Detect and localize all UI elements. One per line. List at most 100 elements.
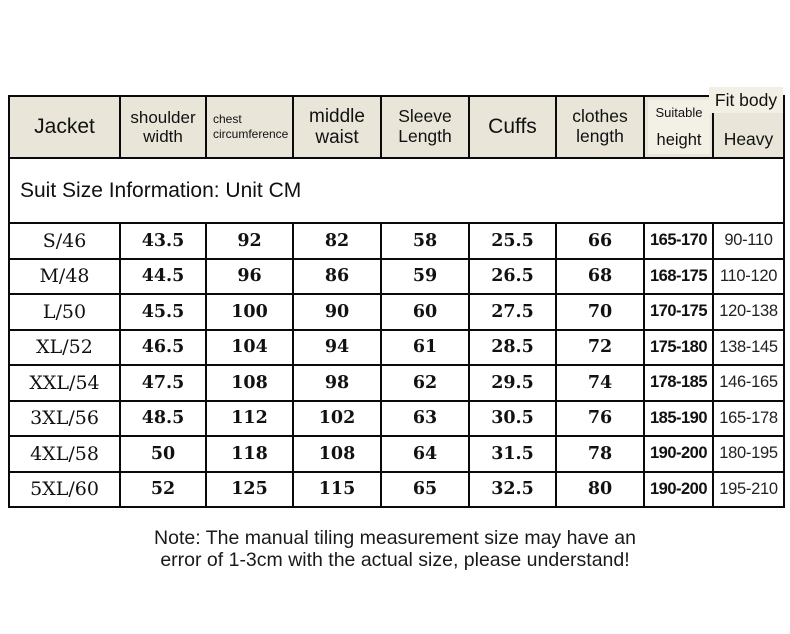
table-row: S/46 43.5 92 82 58 25.5 66 165-170 90-110 xyxy=(8,222,785,260)
value-cell: 44.5 xyxy=(119,257,207,295)
header-sleeve-length: Sleeve Length xyxy=(380,95,470,159)
value-cell: 190-200 xyxy=(643,470,714,508)
value-cell: 175-180 xyxy=(643,328,714,366)
value-cell: 90 xyxy=(292,293,382,331)
value-cell: 170-175 xyxy=(643,293,714,331)
value-cell: 48.5 xyxy=(119,399,207,437)
value-cell: 108 xyxy=(205,364,294,402)
value-cell: 115 xyxy=(292,470,382,508)
value-cell: 112 xyxy=(205,399,294,437)
size-cell: 5XL/60 xyxy=(8,470,121,508)
size-cell: L/50 xyxy=(8,293,121,331)
value-cell: 61 xyxy=(380,328,470,366)
table-row: 5XL/60 52 125 115 65 32.5 80 190-200 195-210 xyxy=(8,470,785,508)
value-cell: 68 xyxy=(555,257,645,295)
table-row: 4XL/58 50 118 108 64 31.5 78 190-200 180-195 xyxy=(8,435,785,473)
suitable-height-label-box: Suitable height xyxy=(648,100,710,154)
value-cell: 180-195 xyxy=(712,435,785,473)
value-cell: 60 xyxy=(380,293,470,331)
size-cell: S/46 xyxy=(8,222,121,260)
table-title-row: Suit Size Information: Unit CM xyxy=(8,157,785,224)
value-cell: 80 xyxy=(555,470,645,508)
size-cell: XXL/54 xyxy=(8,364,121,402)
value-cell: 47.5 xyxy=(119,364,207,402)
value-cell: 65 xyxy=(380,470,470,508)
suitable-label: Suitable xyxy=(655,105,703,120)
value-cell: 25.5 xyxy=(468,222,557,260)
value-cell: 120-138 xyxy=(712,293,785,331)
value-cell: 96 xyxy=(205,257,294,295)
value-cell: 104 xyxy=(205,328,294,366)
value-cell: 110-120 xyxy=(712,257,785,295)
value-cell: 108 xyxy=(292,435,382,473)
note-line-1: Note: The manual tiling measurement size… xyxy=(154,527,636,549)
table-row: XXL/54 47.5 108 98 62 29.5 74 178-185 146-165 xyxy=(8,364,785,402)
value-cell: 138-145 xyxy=(712,328,785,366)
value-cell: 118 xyxy=(205,435,294,473)
table-row: XL/52 46.5 104 94 61 28.5 72 175-180 138-145 xyxy=(8,328,785,366)
value-cell: 28.5 xyxy=(468,328,557,366)
value-cell: 45.5 xyxy=(119,293,207,331)
table-header-row: Jacket shoulder width chest circumferenc… xyxy=(8,87,785,159)
value-cell: 46.5 xyxy=(119,328,207,366)
value-cell: 90-110 xyxy=(712,222,785,260)
value-cell: 31.5 xyxy=(468,435,557,473)
value-cell: 32.5 xyxy=(468,470,557,508)
size-cell: XL/52 xyxy=(8,328,121,366)
value-cell: 70 xyxy=(555,293,645,331)
value-cell: 66 xyxy=(555,222,645,260)
value-cell: 178-185 xyxy=(643,364,714,402)
value-cell: 190-200 xyxy=(643,435,714,473)
value-cell: 59 xyxy=(380,257,470,295)
value-cell: 125 xyxy=(205,470,294,508)
value-cell: 63 xyxy=(380,399,470,437)
height-label: height xyxy=(656,130,702,149)
table-row: L/50 45.5 100 90 60 27.5 70 170-175 120-138 xyxy=(8,293,785,331)
size-cell: M/48 xyxy=(8,257,121,295)
value-cell: 62 xyxy=(380,364,470,402)
header-fit-body-heavy: Fit body Heavy xyxy=(709,87,785,159)
value-cell: 43.5 xyxy=(119,222,207,260)
value-cell: 146-165 xyxy=(712,364,785,402)
table-row: M/48 44.5 96 86 59 26.5 68 168-175 110-120 xyxy=(8,257,785,295)
value-cell: 26.5 xyxy=(468,257,557,295)
value-cell: 195-210 xyxy=(712,470,785,508)
note-line-2: error of 1-3cm with the actual size, ple… xyxy=(160,549,630,572)
size-table: Suit Size Information: Unit CM Jacket sh… xyxy=(8,87,785,508)
value-cell: 78 xyxy=(555,435,645,473)
value-cell: 74 xyxy=(555,364,645,402)
measurement-note: Note: The manual tiling measurement size… xyxy=(0,527,790,571)
table-title: Suit Size Information: Unit CM xyxy=(8,157,785,224)
value-cell: 102 xyxy=(292,399,382,437)
header-suitable-height: Suitable height xyxy=(643,95,714,159)
value-cell: 27.5 xyxy=(468,293,557,331)
value-cell: 50 xyxy=(119,435,207,473)
value-cell: 58 xyxy=(380,222,470,260)
value-cell: 98 xyxy=(292,364,382,402)
header-middle-waist: middle waist xyxy=(292,95,382,159)
value-cell: 52 xyxy=(119,470,207,508)
header-shoulder-width: shoulder width xyxy=(119,95,207,159)
header-clothes-length: clothes length xyxy=(555,95,645,159)
value-cell: 29.5 xyxy=(468,364,557,402)
header-chest-circumference: chest circumference xyxy=(205,95,294,159)
value-cell: 100 xyxy=(205,293,294,331)
value-cell: 86 xyxy=(292,257,382,295)
value-cell: 64 xyxy=(380,435,470,473)
value-cell: 76 xyxy=(555,399,645,437)
table-row: 3XL/56 48.5 112 102 63 30.5 76 185-190 165-178 xyxy=(8,399,785,437)
value-cell: 92 xyxy=(205,222,294,260)
value-cell: 168-175 xyxy=(643,257,714,295)
heavy-label: Heavy xyxy=(723,129,774,150)
value-cell: 94 xyxy=(292,328,382,366)
value-cell: 185-190 xyxy=(643,399,714,437)
value-cell: 82 xyxy=(292,222,382,260)
size-cell: 3XL/56 xyxy=(8,399,121,437)
table-body: S/46 43.5 92 82 58 25.5 66 165-170 90-110 M/48 44.… xyxy=(8,222,785,508)
value-cell: 72 xyxy=(555,328,645,366)
value-cell: 165-170 xyxy=(643,222,714,260)
value-cell: 30.5 xyxy=(468,399,557,437)
fit-body-label: Fit body xyxy=(709,87,783,113)
header-cuffs: Cuffs xyxy=(468,95,557,159)
